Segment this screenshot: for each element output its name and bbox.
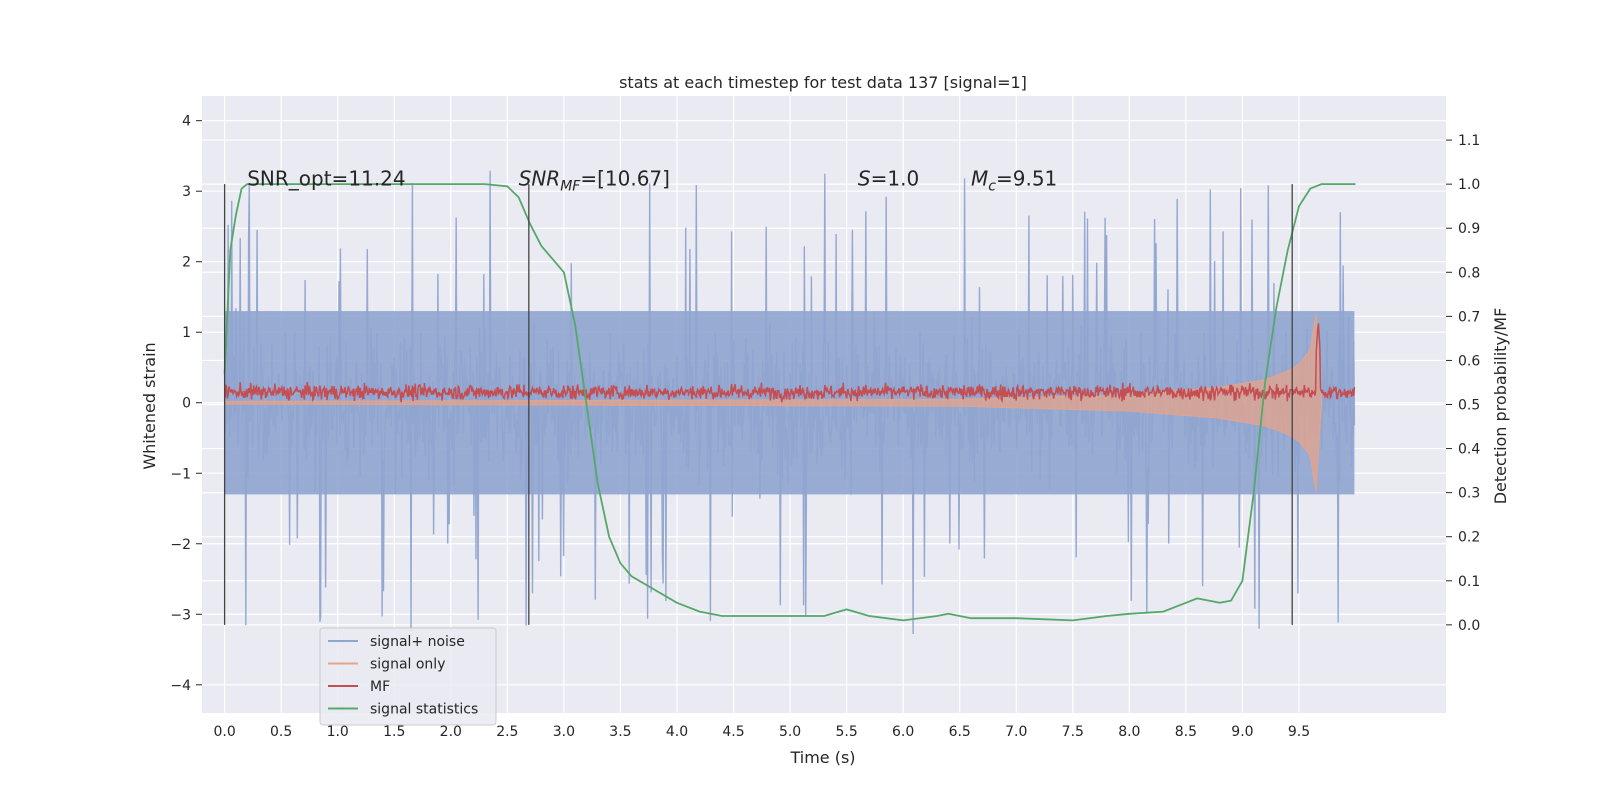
annotation-subscript: MF <box>560 179 581 195</box>
series-signal-only <box>224 313 1323 492</box>
y-axis-label: Whitened strain <box>140 342 159 469</box>
y2-tick-label: 1.1 <box>1458 133 1480 149</box>
annotations: SNR_opt=11.24 SNRMF=[10.67] S=1.0 Mc=9.51 <box>247 167 1057 195</box>
y-tick-label: 3 <box>182 184 191 200</box>
series-signal-statistics <box>223 183 1356 622</box>
annotation-main: S <box>858 167 871 191</box>
y2-axis-label: Detection probability/MF <box>1491 308 1510 505</box>
y2-tick-label: 0.4 <box>1458 442 1480 458</box>
annotation-main: SNR <box>519 167 561 191</box>
x-tick-label: 0.0 <box>213 724 235 740</box>
y-tick-label: −3 <box>170 607 191 623</box>
x-tick-label: 7.0 <box>1005 724 1027 740</box>
series-layer <box>223 170 1356 635</box>
annotation-value: =9.51 <box>996 167 1057 191</box>
x-tick-label: 2.0 <box>440 724 462 740</box>
x-tick-label: 5.0 <box>779 724 801 740</box>
x-tick-label: 1.5 <box>383 724 405 740</box>
tick-labels: 0.0 0.5 1.0 1.5 2.0 2.5 3.0 3.5 4.0 4.5 5.0 5.5 6.0 6… <box>170 114 1480 740</box>
x-tick-label: 0.5 <box>270 724 292 740</box>
chart-title: stats at each timestep for test data 137… <box>619 73 1027 92</box>
x-tick-label: 9.5 <box>1288 724 1310 740</box>
y2-tick-label: 0.9 <box>1458 221 1480 237</box>
x-tick-label: 1.0 <box>327 724 349 740</box>
x-tick-label: 8.5 <box>1175 724 1197 740</box>
x-tick-label: 7.5 <box>1062 724 1084 740</box>
legend-label: MF <box>370 679 390 695</box>
y2-tick-label: 0.1 <box>1458 574 1480 590</box>
annotation: S=1.0 <box>858 167 919 191</box>
y2-tick-label: 0.3 <box>1458 486 1480 502</box>
legend-label: signal statistics <box>370 702 478 718</box>
y2-tick-label: 0.6 <box>1458 353 1480 369</box>
y2-tick-label: 0.2 <box>1458 530 1480 546</box>
x-tick-label: 9.0 <box>1231 724 1253 740</box>
annotation-main: M <box>971 167 988 191</box>
y2-tick-label: 0.8 <box>1458 265 1480 281</box>
series-mf <box>224 323 1356 404</box>
y2-tick-label: 0.0 <box>1458 618 1480 634</box>
x-tick-label: 3.0 <box>553 724 575 740</box>
y2-tick-label: 0.7 <box>1458 309 1480 325</box>
legend-box <box>319 627 497 726</box>
y-tick-label: 2 <box>182 255 191 271</box>
y-tick-label: 1 <box>182 325 191 341</box>
y-tick-label: −4 <box>170 678 191 694</box>
annotation-value: =[10.67] <box>580 167 670 191</box>
annotation: SNRMF=[10.67] <box>519 167 670 195</box>
y2-tick-label: 1.0 <box>1458 177 1480 193</box>
y-tick-label: −2 <box>170 537 191 553</box>
legend-label: signal+ noise <box>370 634 465 650</box>
x-tick-label: 3.5 <box>609 724 631 740</box>
x-tick-label: 4.0 <box>666 724 688 740</box>
annotation: SNR_opt=11.24 <box>247 167 405 191</box>
annotation-main: SNR_opt=11.24 <box>247 167 405 191</box>
x-tick-label: 4.5 <box>722 724 744 740</box>
x-axis-label: Time (s) <box>789 748 855 767</box>
x-tick-label: 2.5 <box>496 724 518 740</box>
y-tick-label: 0 <box>182 396 191 412</box>
annotation: Mc=9.51 <box>971 167 1057 195</box>
x-tick-label: 5.5 <box>835 724 857 740</box>
legend: signal+ noise signal only MF signal statist… <box>319 627 497 726</box>
x-tick-label: 8.0 <box>1118 724 1140 740</box>
annotation-value: =1.0 <box>871 167 920 191</box>
y-tick-label: −1 <box>170 466 191 482</box>
y-tick-label: 4 <box>182 114 191 130</box>
y2-tick-label: 0.5 <box>1458 398 1480 414</box>
legend-label: signal only <box>370 657 445 673</box>
x-tick-label: 6.5 <box>949 724 971 740</box>
x-tick-label: 6.0 <box>892 724 914 740</box>
vertical-markers <box>223 184 1293 625</box>
annotation-subscript: c <box>988 179 996 195</box>
